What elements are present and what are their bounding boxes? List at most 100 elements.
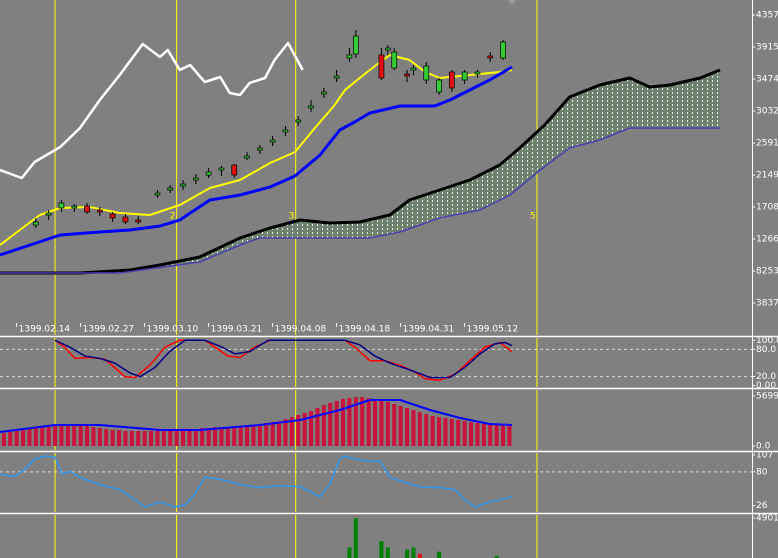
y-tick-label: 80.0 — [756, 345, 776, 355]
histogram-bar — [372, 398, 378, 446]
candle-body — [384, 47, 391, 51]
y-tick-label: 0.0 — [756, 441, 771, 451]
histogram-bar — [52, 424, 58, 446]
candle-body — [135, 219, 142, 223]
candle-body — [256, 147, 263, 151]
volume-bar — [436, 551, 442, 558]
candle-body — [244, 155, 250, 159]
volume-bar — [379, 541, 384, 558]
candle-body — [167, 187, 174, 191]
histogram-bar — [84, 425, 90, 446]
histogram-bar — [193, 428, 198, 446]
y-tick-label: 0.00 — [756, 381, 776, 391]
histogram-bar — [456, 419, 461, 446]
period-label: 5 — [530, 212, 536, 222]
histogram-bar — [366, 397, 371, 446]
y-tick-label: 30321 — [756, 107, 778, 117]
volume-bar — [347, 547, 352, 558]
y-tick-label: 107 — [756, 450, 773, 460]
y-tick-label: 20.0 — [756, 372, 776, 382]
candle-body — [320, 91, 327, 95]
candle-body — [423, 65, 430, 81]
histogram-bar — [40, 426, 45, 446]
series-line — [0, 65, 513, 257]
y-tick-label: 100.0 — [756, 336, 778, 346]
histogram-bar — [488, 423, 493, 446]
histogram-bar — [212, 426, 218, 446]
x-tick-label: 1399.04.18 — [339, 325, 391, 335]
x-tick-label: 1399.03.21 — [211, 325, 263, 335]
histogram-bar — [65, 425, 70, 446]
histogram-bar — [398, 405, 403, 446]
histogram-bar — [481, 422, 486, 446]
histogram-bar — [14, 430, 19, 446]
volume-bar — [494, 555, 499, 558]
candle-body — [391, 51, 398, 69]
histogram-bar — [251, 424, 256, 446]
candle-body — [436, 79, 442, 93]
y-tick-label: 5699 — [756, 392, 778, 402]
histogram-bar — [347, 397, 352, 446]
histogram-bar — [353, 396, 358, 446]
histogram-bar — [174, 429, 179, 446]
candle-body — [269, 139, 276, 143]
y-tick-label: 3837 — [756, 298, 778, 308]
candle-body — [295, 119, 302, 123]
histogram-bar — [392, 403, 397, 446]
candle-body — [352, 35, 359, 55]
histogram-bar — [142, 430, 147, 446]
x-tick-label: 1399.04.31 — [403, 325, 455, 335]
series-line — [0, 68, 721, 275]
y-tick-label: 80 — [756, 467, 768, 477]
histogram-bar — [187, 428, 192, 446]
series-line — [0, 455, 513, 508]
volume-bar — [385, 547, 390, 558]
series-line — [0, 127, 720, 274]
histogram-bar — [200, 427, 205, 446]
candle-body — [282, 129, 289, 133]
histogram-bar — [8, 431, 13, 446]
histogram-bar — [238, 425, 243, 446]
histogram-bar — [168, 429, 173, 446]
panel — [0, 338, 752, 387]
histogram-bar — [404, 407, 410, 446]
histogram-bar — [462, 420, 467, 446]
histogram-bar — [59, 424, 64, 446]
histogram-bar — [257, 423, 262, 446]
candle-body — [474, 71, 481, 75]
histogram-bar — [148, 430, 154, 446]
candle-body — [218, 167, 225, 171]
candle-body — [180, 183, 186, 187]
histogram-bar — [430, 415, 435, 446]
candle-body — [154, 192, 161, 196]
candle-body — [45, 212, 52, 216]
series-line — [0, 54, 513, 246]
histogram-bar — [289, 416, 294, 446]
histogram-bar — [475, 422, 480, 446]
y-tick-label: 34742 — [756, 75, 778, 85]
y-tick-label: 12663 — [756, 235, 778, 245]
histogram-bar — [155, 429, 160, 446]
y-tick-label: 49012 — [756, 514, 778, 524]
period-label: 2 — [170, 212, 176, 222]
volume-bar — [411, 547, 416, 558]
panel — [0, 453, 752, 512]
histogram-bar — [449, 418, 454, 446]
panel — [0, 390, 538, 450]
histogram-bar — [315, 407, 320, 446]
histogram-bar — [91, 426, 96, 446]
candle-body — [500, 41, 506, 59]
histogram-bar — [308, 410, 314, 446]
volume-bar — [404, 549, 410, 558]
candle-body — [122, 216, 129, 223]
histogram-bar — [72, 425, 77, 446]
candle-body — [308, 105, 314, 109]
candle-body — [378, 54, 385, 79]
y-tick-label: 8253 — [756, 266, 778, 276]
histogram-bar — [385, 401, 390, 446]
histogram-bar — [46, 425, 51, 446]
histogram-bar — [264, 422, 269, 446]
candle-body — [192, 177, 199, 181]
shift-marker — [508, 0, 516, 5]
